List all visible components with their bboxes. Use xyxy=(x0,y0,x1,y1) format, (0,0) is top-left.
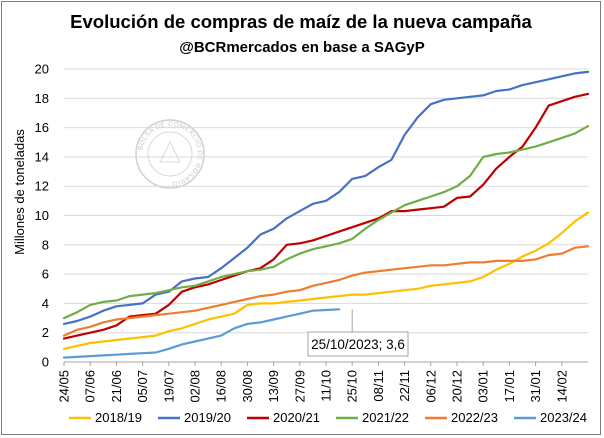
x-tick-label: 25/10 xyxy=(345,370,360,403)
series-line-2019-20 xyxy=(62,70,590,325)
x-tick-label: 08/11 xyxy=(371,370,386,402)
legend-label: 2023/24 xyxy=(540,410,587,425)
y-tick-label: 20 xyxy=(35,62,49,77)
y-tick-label: 8 xyxy=(42,237,49,252)
y-tick-label: 0 xyxy=(42,355,49,370)
watermark-text: BOLSA DE COMERCIO DE ROSARIO xyxy=(137,121,203,187)
y-axis-ticks: 0 2 4 6 8 10 12 14 16 18 20 xyxy=(35,62,49,370)
series-line-2022-23 xyxy=(62,245,590,337)
x-tick-label: 24/05 xyxy=(57,370,72,403)
legend-label: 2020/21 xyxy=(273,410,320,425)
x-tick-label: 02/08 xyxy=(188,370,203,403)
annotation-layer: 25/10/2023; 3,6 xyxy=(307,309,409,357)
x-axis-ticks: 24/05 07/06 21/06 05/07 19/07 02/08 16/08 30/08… xyxy=(57,362,569,403)
legend-label: 2018/19 xyxy=(95,410,142,425)
x-tick-label: 11/10 xyxy=(319,370,334,402)
legend: 2018/19 2019/20 2020/21 2021/22 2022/23 2023/… xyxy=(69,410,587,425)
y-tick-label: 2 xyxy=(42,325,49,340)
legend-label: 2022/23 xyxy=(451,410,498,425)
series-line-2020-21 xyxy=(62,92,590,340)
y-tick-label: 14 xyxy=(35,149,49,164)
x-tick-label: 31/01 xyxy=(528,370,543,403)
y-tick-label: 4 xyxy=(42,296,49,311)
legend-label: 2021/22 xyxy=(362,410,409,425)
x-tick-label: 03/01 xyxy=(476,370,491,403)
series-line-2023-24 xyxy=(62,308,341,359)
series-line-2018-19 xyxy=(62,211,590,350)
x-tick-label: 20/12 xyxy=(450,370,465,403)
x-tick-label: 05/07 xyxy=(135,370,150,403)
chart-subtitle: @BCRmercados en base a SAGyP xyxy=(179,39,425,56)
gridlines xyxy=(64,68,588,334)
x-tick-label: 21/06 xyxy=(109,370,124,403)
legend-label: 2019/20 xyxy=(184,410,231,425)
x-tick-label: 19/07 xyxy=(161,370,176,403)
annotation-label: 25/10/2023; 3,6 xyxy=(311,337,405,352)
y-tick-label: 18 xyxy=(35,91,49,106)
watermark-seal: BOLSA DE COMERCIO DE ROSARIO xyxy=(135,119,205,189)
series-line-2021-22 xyxy=(62,124,590,320)
y-axis-title: Millones de toneladas xyxy=(12,129,27,255)
annotation-box xyxy=(307,331,409,357)
y-tick-label: 10 xyxy=(35,208,49,223)
x-tick-label: 07/06 xyxy=(83,370,98,403)
y-tick-label: 16 xyxy=(35,120,49,135)
x-tick-label: 17/01 xyxy=(502,370,517,403)
series-lines xyxy=(62,70,590,359)
y-tick-label: 6 xyxy=(42,267,49,282)
x-tick-label: 22/11 xyxy=(397,370,412,402)
x-tick-label: 16/08 xyxy=(214,370,229,403)
x-tick-label: 13/09 xyxy=(266,370,281,403)
x-tick-label: 27/09 xyxy=(292,370,307,403)
y-tick-label: 12 xyxy=(35,179,49,194)
x-tick-label: 06/12 xyxy=(423,370,438,403)
x-tick-label: 14/02 xyxy=(554,370,569,403)
chart-title: Evolución de compras de maíz de la nueva… xyxy=(70,11,532,32)
x-tick-label: 30/08 xyxy=(240,370,255,403)
